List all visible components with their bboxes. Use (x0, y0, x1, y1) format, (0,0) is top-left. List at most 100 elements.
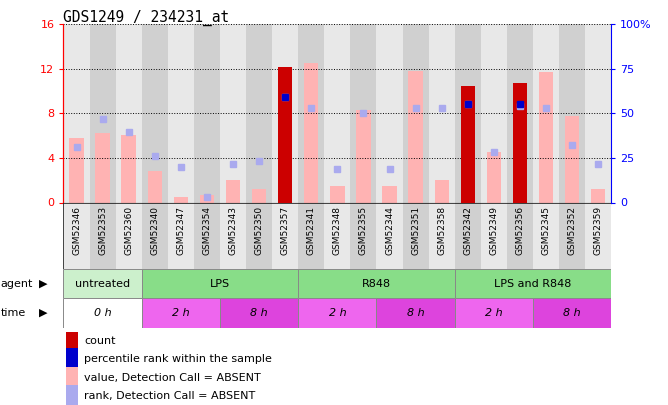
Bar (591, 189, 605, 202)
Bar (487, 152, 501, 202)
Bar (278, 67, 293, 202)
Bar (174, 197, 188, 202)
Bar (533, 298, 611, 328)
Bar (377, 24, 403, 202)
Bar (377, 202, 403, 269)
Bar (226, 180, 240, 202)
Text: GSM52349: GSM52349 (490, 206, 498, 255)
Bar (66, 367, 78, 388)
Bar (298, 202, 324, 269)
Text: GSM52352: GSM52352 (568, 206, 576, 255)
Bar (63, 202, 90, 269)
Bar (220, 298, 298, 328)
Bar (168, 202, 194, 269)
Text: GSM52340: GSM52340 (150, 206, 159, 255)
Text: count: count (84, 336, 116, 346)
Text: ▶: ▶ (39, 308, 47, 318)
Text: percentile rank within the sample: percentile rank within the sample (84, 354, 272, 364)
Bar (142, 202, 168, 269)
Bar (565, 116, 579, 202)
Text: GSM52342: GSM52342 (464, 206, 472, 255)
Text: GSM52350: GSM52350 (255, 206, 264, 255)
Bar (351, 202, 377, 269)
Text: value, Detection Call = ABSENT: value, Detection Call = ABSENT (84, 373, 261, 382)
Bar (455, 202, 481, 269)
Bar (429, 24, 455, 202)
Bar (63, 269, 142, 298)
Text: 0 h: 0 h (94, 308, 112, 318)
Bar (507, 202, 533, 269)
Bar (356, 110, 371, 202)
Bar (382, 186, 397, 202)
Bar (324, 202, 351, 269)
Text: GSM52346: GSM52346 (72, 206, 81, 255)
Bar (194, 202, 220, 269)
Bar (304, 63, 319, 202)
Text: untreated: untreated (75, 279, 130, 289)
Bar (90, 202, 116, 269)
Text: GSM52347: GSM52347 (176, 206, 185, 255)
Text: GSM52358: GSM52358 (437, 206, 446, 255)
Bar (90, 24, 116, 202)
Bar (200, 195, 214, 202)
Bar (585, 24, 611, 202)
Bar (429, 202, 455, 269)
Text: 8 h: 8 h (563, 308, 581, 318)
Bar (377, 298, 455, 328)
Text: GSM52357: GSM52357 (281, 206, 290, 255)
Bar (539, 72, 553, 202)
Bar (272, 24, 298, 202)
Bar (513, 83, 527, 202)
Text: LPS: LPS (210, 279, 230, 289)
Bar (455, 269, 611, 298)
Bar (408, 71, 423, 202)
Bar (63, 24, 90, 202)
Bar (351, 24, 377, 202)
Bar (507, 24, 533, 202)
Bar (434, 180, 449, 202)
Bar (116, 24, 142, 202)
Bar (403, 202, 429, 269)
Bar (461, 85, 475, 202)
Bar (142, 298, 220, 328)
Text: GSM52359: GSM52359 (594, 206, 603, 255)
Bar (96, 134, 110, 202)
Bar (330, 186, 345, 202)
Text: GSM52343: GSM52343 (228, 206, 238, 255)
Bar (168, 24, 194, 202)
Text: GSM52345: GSM52345 (542, 206, 550, 255)
Text: 2 h: 2 h (329, 308, 346, 318)
Text: agent: agent (1, 279, 33, 289)
Bar (272, 202, 298, 269)
Text: time: time (1, 308, 26, 318)
Bar (142, 269, 298, 298)
Bar (455, 298, 533, 328)
Text: ▶: ▶ (39, 279, 47, 289)
Bar (403, 24, 429, 202)
Text: GSM52348: GSM52348 (333, 206, 342, 255)
Bar (69, 138, 84, 202)
Bar (220, 202, 246, 269)
Bar (298, 24, 324, 202)
Bar (298, 298, 377, 328)
Text: rank, Detection Call = ABSENT: rank, Detection Call = ABSENT (84, 391, 256, 401)
Bar (116, 202, 142, 269)
Text: 8 h: 8 h (407, 308, 424, 318)
Text: GSM52344: GSM52344 (385, 206, 394, 255)
Bar (194, 24, 220, 202)
Bar (298, 269, 455, 298)
Text: GSM52360: GSM52360 (124, 206, 133, 255)
Bar (220, 24, 246, 202)
Bar (481, 24, 507, 202)
Text: GSM52354: GSM52354 (202, 206, 211, 255)
Bar (455, 24, 481, 202)
Bar (559, 24, 585, 202)
Text: GDS1249 / 234231_at: GDS1249 / 234231_at (63, 10, 230, 26)
Bar (533, 24, 559, 202)
Bar (533, 202, 559, 269)
Text: R848: R848 (362, 279, 391, 289)
Bar (481, 202, 507, 269)
Bar (246, 202, 272, 269)
Bar (122, 134, 136, 202)
Bar (585, 202, 611, 269)
